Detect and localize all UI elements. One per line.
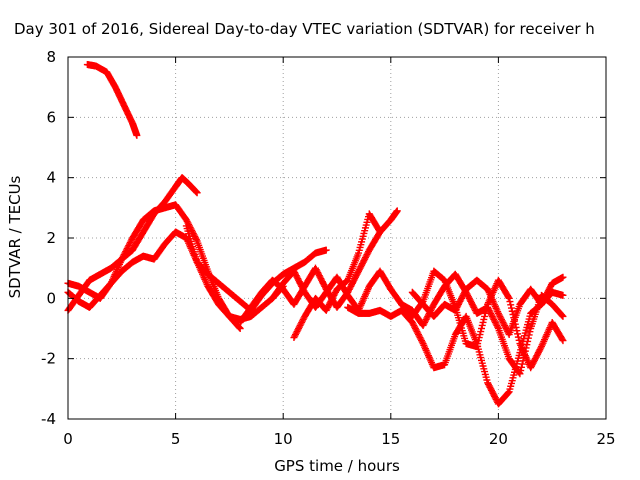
data-point	[376, 228, 384, 236]
data-point	[559, 337, 567, 345]
data-point	[514, 330, 522, 338]
y-tick-label: 2	[46, 229, 56, 247]
y-tick-label: -4	[41, 410, 56, 428]
y-tick-label: 0	[46, 289, 56, 307]
data-point	[504, 293, 512, 301]
data-point	[517, 367, 525, 375]
data-point	[516, 370, 524, 378]
data-point	[559, 273, 567, 281]
ticks: 0 5 10 15 20 25 -4 -2 0 2 4 6 8	[41, 48, 616, 448]
x-tick-label: 15	[381, 430, 400, 448]
data-point	[537, 344, 545, 352]
series-trace-h	[268, 267, 395, 314]
data-point	[558, 312, 566, 320]
x-tick-label: 0	[63, 430, 73, 448]
x-tick-label: 20	[489, 430, 508, 448]
data-point	[521, 347, 529, 355]
data-point	[515, 336, 523, 344]
data-point	[133, 131, 141, 139]
data-point	[235, 324, 243, 332]
y-tick-label: 6	[46, 108, 56, 126]
series-trace-g	[290, 210, 384, 342]
data-point	[193, 189, 201, 197]
data-point	[521, 350, 529, 358]
data-point	[322, 246, 330, 254]
data-point	[526, 328, 534, 336]
chart-title: Day 301 of 2016, Sidereal Day-to-day VTE…	[14, 20, 595, 38]
x-tick-label: 10	[274, 430, 293, 448]
data-point	[520, 354, 528, 362]
data-point	[507, 304, 515, 312]
x-axis-label: GPS time / hours	[274, 457, 400, 475]
series-trace-l	[408, 276, 567, 339]
data-point	[514, 333, 522, 341]
data-point	[505, 294, 513, 302]
data-point	[558, 335, 566, 343]
data-point	[524, 334, 532, 342]
x-tick-label: 5	[171, 430, 181, 448]
series-trace-c	[64, 201, 244, 332]
y-axis-label: SDTVAR / TECUs	[6, 175, 24, 298]
data-point	[524, 337, 532, 345]
series-trace-i	[344, 273, 567, 408]
y-tick-label: 8	[46, 48, 56, 66]
data-point	[494, 323, 502, 331]
data-point	[519, 357, 527, 365]
data-point	[375, 227, 383, 235]
data-point	[192, 236, 200, 244]
data-point	[525, 331, 533, 339]
data-point	[507, 301, 515, 309]
data-point	[559, 291, 567, 299]
data-point	[513, 327, 521, 335]
data-point	[393, 207, 401, 215]
data-point	[418, 338, 426, 346]
y-tick-label: 4	[46, 169, 56, 187]
data-point	[522, 344, 530, 352]
x-tick-label: 25	[596, 430, 615, 448]
data-point	[518, 360, 526, 368]
data-point	[517, 363, 525, 371]
data-point	[504, 389, 512, 397]
series-trace-a	[83, 61, 141, 139]
data-point	[523, 341, 531, 349]
y-tick-label: -2	[41, 350, 56, 368]
data-point	[559, 312, 567, 320]
data-point	[236, 325, 244, 332]
series-trace-k	[398, 270, 567, 378]
data-layer	[64, 61, 567, 408]
data-point	[506, 298, 514, 306]
